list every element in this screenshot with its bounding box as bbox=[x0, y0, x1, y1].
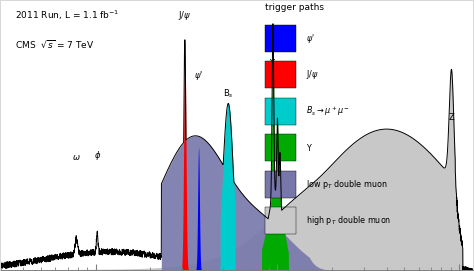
Bar bbox=[265, 98, 296, 125]
Text: $B_s \rightarrow \mu^+\mu^-$: $B_s \rightarrow \mu^+\mu^-$ bbox=[306, 104, 349, 118]
Text: B$_s$: B$_s$ bbox=[223, 88, 234, 101]
Bar bbox=[265, 134, 296, 161]
Bar bbox=[265, 25, 296, 52]
Text: high p$_T$ double muon: high p$_T$ double muon bbox=[306, 214, 391, 227]
Text: 2011 Run, L = 1.1 fb$^{-1}$: 2011 Run, L = 1.1 fb$^{-1}$ bbox=[15, 9, 119, 22]
Text: J/$\psi$: J/$\psi$ bbox=[178, 9, 191, 22]
Bar bbox=[265, 170, 296, 198]
Text: $\Upsilon$: $\Upsilon$ bbox=[269, 57, 276, 68]
Bar bbox=[265, 61, 296, 88]
Text: $\psi$': $\psi$' bbox=[194, 69, 203, 82]
Text: $\psi$': $\psi$' bbox=[306, 32, 314, 45]
Text: CMS  $\sqrt{s}$ = 7 TeV: CMS $\sqrt{s}$ = 7 TeV bbox=[15, 38, 94, 50]
Text: $\Upsilon$: $\Upsilon$ bbox=[306, 142, 312, 153]
Text: trigger paths: trigger paths bbox=[265, 4, 324, 12]
Text: $\phi$: $\phi$ bbox=[93, 150, 101, 162]
Text: $\omega$: $\omega$ bbox=[72, 153, 81, 162]
Bar bbox=[265, 207, 296, 234]
Text: J/$\psi$: J/$\psi$ bbox=[306, 68, 319, 81]
Text: Z: Z bbox=[448, 113, 455, 122]
Text: low p$_T$ double muon: low p$_T$ double muon bbox=[306, 178, 387, 191]
